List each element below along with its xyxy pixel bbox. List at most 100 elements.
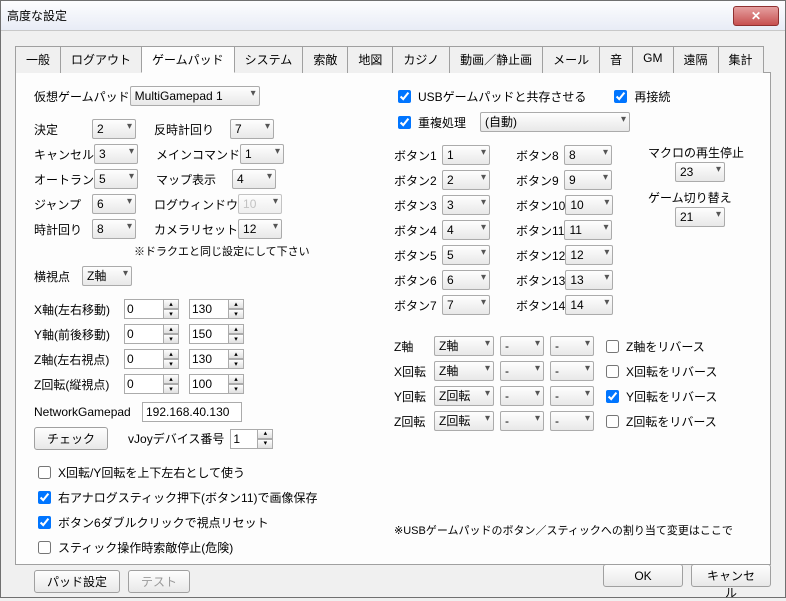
- spin-up[interactable]: ▴: [228, 299, 244, 309]
- ga-v2-4[interactable]: 12: [238, 219, 282, 239]
- ga-v2-1[interactable]: 1: [240, 144, 284, 164]
- check-button[interactable]: チェック: [34, 427, 108, 450]
- btnR-select-6[interactable]: 14: [565, 295, 613, 315]
- am-v-2[interactable]: Z回転: [434, 386, 494, 406]
- axis-a-0[interactable]: [124, 299, 164, 319]
- btnL-select-0[interactable]: 1: [442, 145, 490, 165]
- tab-5[interactable]: 地図: [347, 46, 393, 73]
- axis-b-0[interactable]: [189, 299, 229, 319]
- tab-8[interactable]: メール: [542, 46, 600, 73]
- am-v-1[interactable]: Z軸: [434, 361, 494, 381]
- axis-b-3[interactable]: [189, 374, 229, 394]
- reconnect-check[interactable]: 再接続: [610, 87, 670, 106]
- am-b-3[interactable]: -: [550, 411, 594, 431]
- am-a-3[interactable]: -: [500, 411, 544, 431]
- spin-up[interactable]: ▴: [228, 374, 244, 384]
- btnR-select-1[interactable]: 9: [564, 170, 612, 190]
- tab-11[interactable]: 遠隔: [673, 46, 719, 73]
- spin-up[interactable]: ▴: [228, 324, 244, 334]
- spin-down[interactable]: ▾: [257, 439, 273, 449]
- am-rev-2[interactable]: Y回転をリバース: [602, 387, 717, 406]
- tab-9[interactable]: 音: [599, 46, 633, 73]
- leftcheck-1[interactable]: 右アナログスティック押下(ボタン11)で画像保存: [34, 488, 318, 507]
- btnL-select-6[interactable]: 7: [442, 295, 490, 315]
- spin-up[interactable]: ▴: [257, 429, 273, 439]
- btnR-select-3[interactable]: 11: [564, 220, 612, 240]
- tab-4[interactable]: 索敵: [302, 46, 348, 73]
- ga-v1-1[interactable]: 3: [94, 144, 138, 164]
- netgamepad-input[interactable]: [142, 402, 242, 422]
- spin-down[interactable]: ▾: [163, 359, 179, 369]
- dup-select[interactable]: (自動): [480, 112, 630, 132]
- am-b-1[interactable]: -: [550, 361, 594, 381]
- cancel-button[interactable]: キャンセル: [691, 564, 771, 587]
- vjoy-input[interactable]: [230, 429, 258, 449]
- usb-coexist-check[interactable]: USBゲームパッドと共存させる: [394, 87, 586, 106]
- btnL-select-5[interactable]: 6: [442, 270, 490, 290]
- ok-button[interactable]: OK: [603, 564, 683, 587]
- am-a-2[interactable]: -: [500, 386, 544, 406]
- spin-up[interactable]: ▴: [163, 374, 179, 384]
- spin-down[interactable]: ▾: [228, 309, 244, 319]
- btnR-select-2[interactable]: 10: [565, 195, 613, 215]
- spin-down[interactable]: ▾: [163, 334, 179, 344]
- leftcheck-3[interactable]: スティック操作時索敵停止(危険): [34, 538, 233, 557]
- spin-up[interactable]: ▴: [163, 349, 179, 359]
- btnR-select-4[interactable]: 12: [565, 245, 613, 265]
- axis-b-2[interactable]: [189, 349, 229, 369]
- spin-down[interactable]: ▾: [228, 359, 244, 369]
- spin-down[interactable]: ▾: [163, 309, 179, 319]
- tab-12[interactable]: 集計: [718, 46, 764, 73]
- dup-check[interactable]: 重複処理: [394, 113, 466, 132]
- axis-b-1[interactable]: [189, 324, 229, 344]
- am-a-1[interactable]: -: [500, 361, 544, 381]
- virtual-gamepad-select[interactable]: MultiGamepad 1: [130, 86, 260, 106]
- spin-down[interactable]: ▾: [228, 384, 244, 394]
- ga-v1-0[interactable]: 2: [92, 119, 136, 139]
- ga-v2-0[interactable]: 7: [230, 119, 274, 139]
- spin-down[interactable]: ▾: [163, 384, 179, 394]
- axis-a-3[interactable]: [124, 374, 164, 394]
- tab-10[interactable]: GM: [632, 46, 673, 73]
- pad-set-button[interactable]: パッド設定: [34, 570, 120, 593]
- am-v-3[interactable]: Z回転: [434, 411, 494, 431]
- spin-up[interactable]: ▴: [228, 349, 244, 359]
- ga-l2-2: マップ表示: [156, 171, 232, 188]
- leftcheck-2[interactable]: ボタン6ダブルクリックで視点リセット: [34, 513, 269, 532]
- axis-a-1[interactable]: [124, 324, 164, 344]
- tab-0[interactable]: 一般: [15, 46, 61, 73]
- ga-v2-2[interactable]: 4: [232, 169, 276, 189]
- tab-6[interactable]: カジノ: [392, 46, 450, 73]
- game-switch-select[interactable]: 21: [675, 207, 725, 227]
- tab-3[interactable]: システム: [234, 46, 304, 73]
- test-button[interactable]: テスト: [128, 570, 190, 593]
- am-rev-3[interactable]: Z回転をリバース: [602, 412, 717, 431]
- yokoshi-select[interactable]: Z軸: [82, 266, 132, 286]
- btnL-select-3[interactable]: 4: [442, 220, 490, 240]
- btnL-select-4[interactable]: 5: [442, 245, 490, 265]
- am-rev-0[interactable]: Z軸をリバース: [602, 337, 705, 356]
- am-b-2[interactable]: -: [550, 386, 594, 406]
- tab-2[interactable]: ゲームパッド: [141, 46, 235, 73]
- ga-v1-3[interactable]: 6: [92, 194, 136, 214]
- am-rev-1[interactable]: X回転をリバース: [602, 362, 717, 381]
- spin-down[interactable]: ▾: [228, 334, 244, 344]
- tab-1[interactable]: ログアウト: [60, 46, 142, 73]
- axis-a-2[interactable]: [124, 349, 164, 369]
- btnL-select-2[interactable]: 3: [442, 195, 490, 215]
- am-b-0[interactable]: -: [550, 336, 594, 356]
- spin-up[interactable]: ▴: [163, 324, 179, 334]
- spin-up[interactable]: ▴: [163, 299, 179, 309]
- am-a-0[interactable]: -: [500, 336, 544, 356]
- close-button[interactable]: ✕: [733, 6, 779, 26]
- btnL-select-1[interactable]: 2: [442, 170, 490, 190]
- ga-v2-3[interactable]: 10: [238, 194, 282, 214]
- am-v-0[interactable]: Z軸: [434, 336, 494, 356]
- ga-v1-4[interactable]: 8: [92, 219, 136, 239]
- macro-stop-select[interactable]: 23: [675, 162, 725, 182]
- ga-v1-2[interactable]: 5: [94, 169, 138, 189]
- btnR-select-5[interactable]: 13: [565, 270, 613, 290]
- tab-7[interactable]: 動画／静止画: [449, 46, 543, 73]
- leftcheck-0[interactable]: X回転/Y回転を上下左右として使う: [34, 463, 245, 482]
- btnR-select-0[interactable]: 8: [564, 145, 612, 165]
